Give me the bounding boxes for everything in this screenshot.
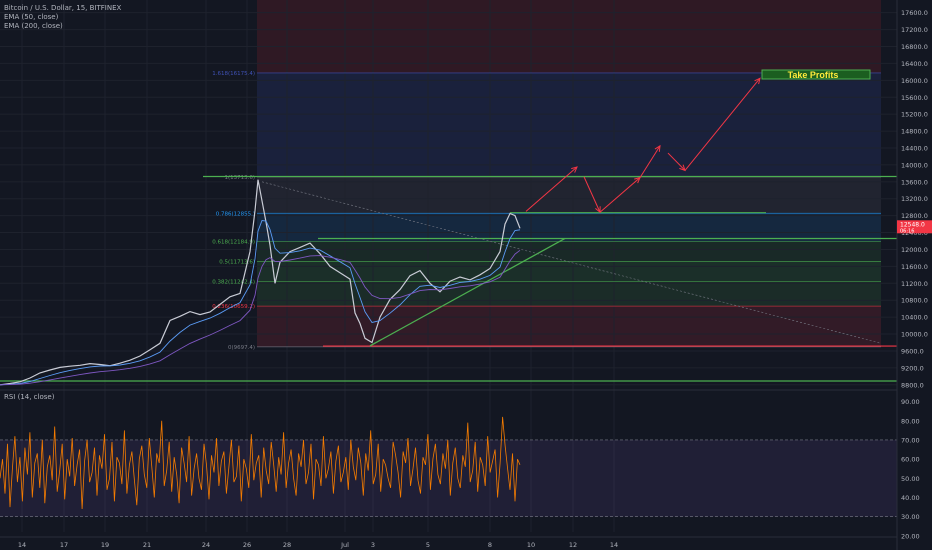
time-tick-label: 21 <box>143 541 151 549</box>
take-profits-label: Take Profits <box>788 70 839 80</box>
rsi-legend[interactable]: RSI (14, close) <box>4 393 55 401</box>
price-tick-label: 9600.0 <box>901 347 924 355</box>
fib-level-label: 0.382(11242.4) <box>212 280 255 286</box>
time-tick-label: 10 <box>527 541 535 549</box>
rsi-tick-label: 60.00 <box>901 456 920 464</box>
projection-arrowhead <box>679 164 686 172</box>
price-tick-label: 12800.0 <box>901 212 928 220</box>
price-tick-label: 12000.0 <box>901 246 928 254</box>
price-tick-label: 11200.0 <box>901 280 928 288</box>
rsi-tick-label: 40.00 <box>901 494 920 502</box>
price-tick-label: 14800.0 <box>901 128 928 136</box>
current-price-label: 12548.0 <box>900 221 925 228</box>
fib-level-label: 0.5(11713.6) <box>219 260 255 266</box>
price-tick-label: 14400.0 <box>901 144 928 152</box>
time-tick-label: Jul <box>340 541 349 549</box>
trendlines[interactable] <box>261 181 882 347</box>
ema50-legend[interactable]: EMA (50, close) <box>4 13 59 21</box>
time-tick-label: 19 <box>101 541 109 549</box>
ema200-line <box>0 249 521 386</box>
time-tick-label: 17 <box>60 541 68 549</box>
price-tick-label: 17200.0 <box>901 26 928 34</box>
current-price-time: 06:16 <box>900 228 914 234</box>
price-tick-label: 16800.0 <box>901 43 928 51</box>
fib-zone <box>257 306 881 347</box>
fib-zone-top <box>257 0 881 73</box>
price-tick-label: 8800.0 <box>901 381 924 389</box>
projection-arrow[interactable] <box>639 145 661 178</box>
rsi-line <box>0 416 521 510</box>
rsi-tick-label: 30.00 <box>901 513 920 521</box>
ascending-trendline[interactable] <box>369 237 566 347</box>
rsi-tick-label: 20.00 <box>901 532 920 540</box>
fib-zone <box>257 241 881 262</box>
time-tick-label: 3 <box>371 541 375 549</box>
rsi-tick-label: 70.00 <box>901 436 920 444</box>
projection-arrow[interactable] <box>525 166 578 212</box>
price-tick-label: 10800.0 <box>901 297 928 305</box>
fib-level-label: 0.618(12184.9) <box>212 240 255 246</box>
horizontal-lines[interactable] <box>0 175 932 382</box>
descending-trendline[interactable] <box>261 181 882 344</box>
projection-arrow[interactable] <box>583 176 601 213</box>
time-tick-label: 5 <box>426 541 430 549</box>
symbol-title[interactable]: Bitcoin / U.S. Dollar, 15, BITFINEX <box>4 4 122 12</box>
price-tick-label: 13600.0 <box>901 178 928 186</box>
fib-zone <box>257 177 881 214</box>
price-tick-label: 9200.0 <box>901 364 924 372</box>
time-tick-label: 24 <box>202 541 210 549</box>
fib-level-label: 0(9697.4) <box>228 345 255 351</box>
projection-arrowhead <box>754 77 761 85</box>
ema200-legend[interactable]: EMA (200, close) <box>4 22 63 30</box>
price-tick-label: 16000.0 <box>901 77 928 85</box>
price-tick-label: 15200.0 <box>901 111 928 119</box>
time-tick-label: 26 <box>243 541 251 549</box>
price-series <box>0 179 521 386</box>
current-price-badge[interactable] <box>897 220 932 234</box>
price-tick-label: 15600.0 <box>901 94 928 102</box>
projection-arrowhead <box>634 176 641 184</box>
projection-arrowhead <box>595 206 601 214</box>
projection-arrowhead <box>571 166 578 173</box>
time-tick-label: 14 <box>18 541 26 549</box>
fib-zone <box>257 213 881 242</box>
price-axis[interactable]: 17600.0 17200.0 16800.0 16400.0 16000.0 15600… <box>896 0 932 550</box>
projection-arrowhead <box>654 144 661 152</box>
fib-zone <box>257 261 881 282</box>
fib-zone <box>257 72 881 178</box>
fib-zone <box>257 281 881 307</box>
fib-level-label: 0.236(10659.2) <box>212 304 255 310</box>
projection-arrows[interactable] <box>525 77 761 214</box>
fib-level-label: 1.618(16175.4) <box>212 71 255 77</box>
price-tick-label: 17600.0 <box>901 9 928 17</box>
fib-level-label: 0.786(12855.) <box>216 211 255 217</box>
time-tick-label: 14 <box>610 541 618 549</box>
rsi-pane <box>0 389 932 517</box>
time-tick-label: 8 <box>488 541 492 549</box>
rsi-tick-label: 80.00 <box>901 417 920 425</box>
price-tick-label: 14000.0 <box>901 161 928 169</box>
time-tick-label: 28 <box>283 541 291 549</box>
axis-background <box>897 0 932 550</box>
take-profits-box[interactable] <box>761 69 871 80</box>
projection-arrow[interactable] <box>667 152 686 171</box>
rsi-tick-label: 50.00 <box>901 475 920 483</box>
ema50-line <box>0 220 521 386</box>
take-profits-annotation[interactable]: Take Profits <box>761 69 871 80</box>
price-tick-label: 16400.0 <box>901 60 928 68</box>
price-tick-label: 11600.0 <box>901 263 928 271</box>
price-tick-label: 13200.0 <box>901 195 928 203</box>
fib-level-label: 1(13713.6) <box>224 175 255 181</box>
projection-arrow[interactable] <box>599 177 641 213</box>
price-tick-label: 10000.0 <box>901 331 928 339</box>
rsi-tick-label: 90.00 <box>901 398 920 406</box>
price-line <box>0 179 521 386</box>
price-tick-label: 10400.0 <box>901 314 928 322</box>
time-axis[interactable]: 14 17 19 21 24 26 28 Jul 3 5 8 10 12 14 <box>0 536 897 549</box>
time-tick-label: 12 <box>569 541 577 549</box>
projection-arrow[interactable] <box>684 77 761 171</box>
